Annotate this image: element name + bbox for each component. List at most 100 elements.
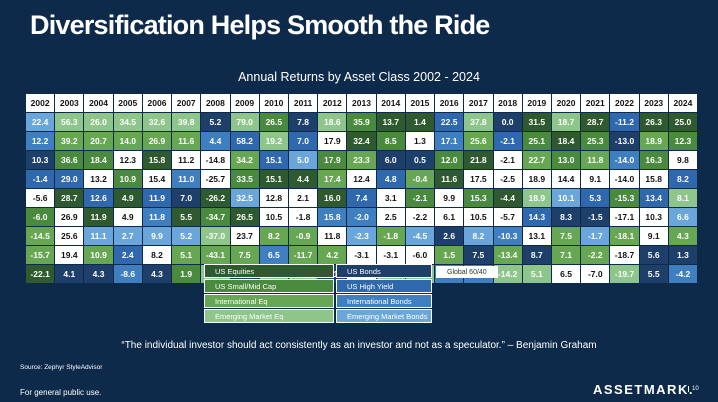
return-cell: 10.1 — [551, 189, 581, 207]
return-cell: 18.9 — [522, 170, 551, 188]
return-cell: 10.9 — [113, 170, 142, 188]
return-cell: 8.3 — [551, 208, 581, 226]
return-cell: 13.0 — [551, 151, 581, 169]
year-header-2002: 2002 — [26, 94, 55, 112]
return-cell: 5.1 — [522, 265, 551, 283]
return-cell: 15.1 — [259, 170, 288, 188]
return-cell: 22.7 — [522, 151, 551, 169]
return-cell: 26.0 — [84, 113, 113, 131]
return-cell: -10.3 — [493, 227, 522, 245]
return-cell: 10.3 — [639, 208, 668, 226]
return-cell: -1.4 — [26, 170, 55, 188]
return-cell: -2.2 — [405, 208, 435, 226]
return-cell: 34.2 — [230, 151, 259, 169]
legend-us-small-mid-cap: US Small/Mid Cap — [204, 279, 334, 293]
return-cell: 4.9 — [113, 208, 142, 226]
return-cell: 39.2 — [55, 132, 84, 150]
year-header-2015: 2015 — [405, 94, 435, 112]
return-cell: -15.7 — [26, 246, 55, 264]
return-cell: 1.4 — [405, 113, 435, 131]
year-header-2010: 2010 — [259, 94, 288, 112]
return-cell: 15.8 — [142, 151, 172, 169]
return-cell: 6.5 — [551, 265, 581, 283]
return-cell: -2.1 — [493, 132, 522, 150]
return-cell: 25.0 — [668, 113, 698, 131]
return-cell: 18.4 — [84, 151, 113, 169]
return-cell: 16.0 — [318, 189, 347, 207]
return-cell: 10.5 — [259, 208, 288, 226]
year-header-2022: 2022 — [610, 94, 639, 112]
return-cell: 1.9 — [172, 265, 201, 283]
return-cell: 34.5 — [113, 113, 142, 131]
legend-us-bonds: US Bonds — [336, 264, 432, 278]
return-cell: 15.1 — [259, 151, 288, 169]
return-cell: 6.6 — [668, 208, 698, 226]
page-number: 10 — [688, 386, 699, 392]
return-cell: 31.5 — [522, 113, 551, 131]
year-header-2009: 2009 — [230, 94, 259, 112]
return-cell: -2.3 — [347, 227, 376, 245]
return-cell: -6.0 — [26, 208, 55, 226]
return-cell: 36.6 — [55, 151, 84, 169]
return-cell: -0.4 — [405, 170, 435, 188]
return-cell: 18.4 — [551, 132, 581, 150]
return-cell: -14.0 — [610, 151, 639, 169]
return-cell: 79.0 — [230, 113, 259, 131]
return-cell: 9.9 — [142, 227, 172, 245]
return-cell: 7.4 — [347, 189, 376, 207]
return-cell: 4.2 — [318, 246, 347, 264]
return-cell: 7.0 — [172, 189, 201, 207]
year-header-row: 2002 2003 2004 2005 2006 2007 2008 2009 2010 2011… — [26, 94, 698, 112]
return-cell: 11.1 — [84, 227, 113, 245]
legend-us-high-yield: US High Yield — [336, 279, 432, 293]
return-cell: 18.9 — [639, 132, 668, 150]
year-header-2013: 2013 — [347, 94, 376, 112]
return-cell: 8.2 — [142, 246, 172, 264]
return-cell: 8.1 — [668, 189, 698, 207]
rank-row-5: -5.6 28.7 12.6 4.9 11.9 7.0 -26.2 32.5 12.8 2.1 16… — [26, 189, 698, 207]
year-header-2005: 2005 — [113, 94, 142, 112]
return-cell: 17.5 — [464, 170, 493, 188]
return-cell: 26.5 — [230, 208, 259, 226]
return-cell: -2.1 — [405, 189, 435, 207]
legend-global-60-40: Global 60/40 — [436, 266, 498, 278]
return-cell: -18.1 — [610, 227, 639, 245]
return-cell: 4.3 — [668, 227, 698, 245]
return-cell: 58.2 — [230, 132, 259, 150]
return-cell: -13.0 — [610, 132, 639, 150]
return-cell: 18.7 — [551, 113, 581, 131]
year-header-2020: 2020 — [551, 94, 581, 112]
return-cell: 5.6 — [639, 246, 668, 264]
return-cell: 2.1 — [288, 189, 318, 207]
rank-row-3: 10.3 36.6 18.4 12.3 15.8 11.2 -14.8 34.2 15.1 5.0… — [26, 151, 698, 169]
return-cell: 4.3 — [84, 265, 113, 283]
return-cell: 14.4 — [551, 170, 581, 188]
year-header-2007: 2007 — [172, 94, 201, 112]
year-header-2018: 2018 — [493, 94, 522, 112]
slide-title: Diversification Helps Smooth the Ride — [30, 10, 490, 40]
return-cell: 11.6 — [172, 132, 201, 150]
return-cell: 13.7 — [376, 113, 405, 131]
return-cell: -1.8 — [288, 208, 318, 226]
legend-emerging-market-eq: Emerging Market Eq — [204, 309, 334, 323]
return-cell: 18.6 — [318, 113, 347, 131]
return-cell: 25.1 — [522, 132, 551, 150]
return-cell: 26.5 — [259, 113, 288, 131]
return-cell: 11.9 — [84, 208, 113, 226]
year-header-2019: 2019 — [522, 94, 551, 112]
return-cell: -3.1 — [347, 246, 376, 264]
return-cell: 2.4 — [113, 246, 142, 264]
return-cell: 32.6 — [142, 113, 172, 131]
return-cell: 5.1 — [172, 246, 201, 264]
return-cell: 14.3 — [522, 208, 551, 226]
return-cell: -1.5 — [581, 208, 610, 226]
return-cell: 7.0 — [288, 132, 318, 150]
return-cell: 16.3 — [639, 151, 668, 169]
return-cell: 13.4 — [639, 189, 668, 207]
return-cell: 5.5 — [639, 265, 668, 283]
return-cell: 9.1 — [639, 227, 668, 245]
return-cell: -18.7 — [610, 246, 639, 264]
return-cell: -0.9 — [288, 227, 318, 245]
return-cell: 2.6 — [435, 227, 464, 245]
return-cell: 1.3 — [405, 132, 435, 150]
